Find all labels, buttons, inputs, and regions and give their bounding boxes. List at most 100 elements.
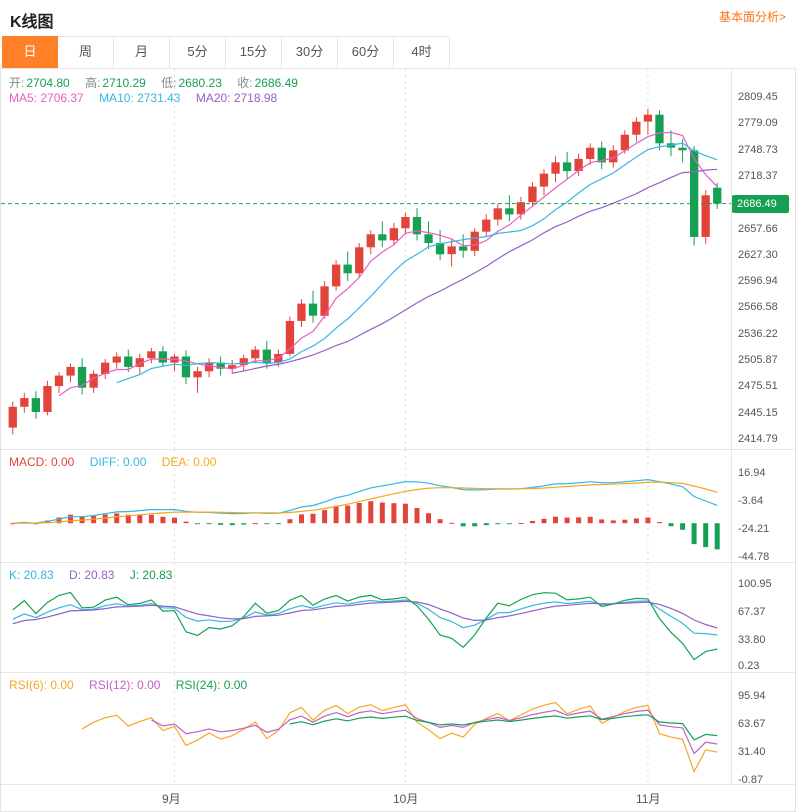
macd-histogram-bar bbox=[310, 513, 316, 524]
candle-body bbox=[66, 366, 75, 376]
candle-body bbox=[539, 173, 549, 187]
d-value: D: 20.83 bbox=[69, 568, 115, 582]
candle-body bbox=[308, 303, 318, 316]
candle-body bbox=[181, 356, 191, 378]
dea-value: DEA: 0.00 bbox=[161, 455, 217, 469]
y-axis-label: 100.95 bbox=[738, 578, 772, 590]
macd-histogram-bar bbox=[252, 523, 258, 525]
kdj-panel[interactable]: K: 20.83 D: 20.83 J: 20.83 100.95 67.37 33… bbox=[1, 562, 795, 672]
rsi-panel[interactable]: RSI(6): 0.00 RSI(12): 0.00 RSI(24): 0.00… bbox=[1, 672, 795, 784]
tab-h4[interactable]: 4时 bbox=[394, 36, 450, 68]
candle-body bbox=[574, 158, 583, 171]
close-label: 收: bbox=[237, 76, 253, 90]
open-value: 2704.80 bbox=[26, 76, 70, 90]
candle-body bbox=[597, 147, 606, 163]
candle-body bbox=[551, 162, 560, 174]
candle-body bbox=[447, 246, 456, 255]
candle-body bbox=[20, 398, 29, 407]
macd-histogram-bar bbox=[114, 513, 120, 524]
macd-histogram-bar bbox=[275, 523, 281, 525]
tab-m5[interactable]: 5分 bbox=[170, 36, 226, 68]
candle-body bbox=[562, 162, 572, 172]
main-chart-canvas[interactable] bbox=[1, 69, 731, 449]
candle-body bbox=[355, 247, 364, 274]
ohlc-legend: 开: 2704.80 高: 2710.29 低: 2680.23 收: 2686.49 bbox=[9, 74, 310, 91]
candle-body bbox=[193, 371, 202, 378]
y-axis-label: 67.37 bbox=[738, 606, 766, 618]
indicator-line bbox=[12, 599, 718, 636]
tab-m30[interactable]: 30分 bbox=[282, 36, 338, 68]
candle-body bbox=[320, 286, 329, 316]
main-chart-panel[interactable]: 开: 2704.80 高: 2710.29 低: 2680.23 收: 2686.49 … bbox=[1, 69, 795, 449]
candle-body bbox=[332, 264, 341, 287]
macd-panel[interactable]: MACD: 0.00 DIFF: 0.00 DEA: 0.00 16.94 -3.… bbox=[1, 449, 795, 562]
candle-body bbox=[412, 217, 422, 235]
tab-day[interactable]: 日 bbox=[2, 36, 58, 68]
y-axis-label: 16.94 bbox=[738, 467, 766, 479]
kdj-y-axis: 100.95 67.37 33.80 0.23 bbox=[731, 563, 795, 672]
macd-histogram-bar bbox=[356, 503, 362, 524]
indicator-line bbox=[151, 709, 718, 755]
tab-week[interactable]: 周 bbox=[58, 36, 114, 68]
x-axis-label: 10月 bbox=[393, 792, 419, 806]
macd-histogram-bar bbox=[472, 523, 478, 527]
indicator-line bbox=[289, 714, 718, 741]
macd-histogram-bar bbox=[160, 516, 166, 524]
y-axis-label: 0.23 bbox=[738, 660, 760, 672]
indicator-line bbox=[116, 142, 718, 384]
macd-histogram-bar bbox=[229, 523, 235, 526]
rsi12-value: RSI(12): 0.00 bbox=[89, 678, 161, 692]
p-rsi-canvas[interactable] bbox=[1, 673, 731, 784]
macd-histogram-bar bbox=[264, 523, 270, 525]
macd-histogram-bar bbox=[148, 514, 154, 524]
y-axis-label: 2475.51 bbox=[738, 380, 778, 392]
p-kdj-canvas[interactable] bbox=[1, 563, 731, 672]
tab-m60[interactable]: 60分 bbox=[338, 36, 394, 68]
p-macd-canvas[interactable] bbox=[1, 450, 731, 562]
page-header: K线图 基本面分析> bbox=[0, 0, 796, 36]
k-value: K: 20.83 bbox=[9, 568, 54, 582]
y-axis-label: 2627.30 bbox=[738, 249, 778, 261]
macd-histogram-bar bbox=[345, 505, 351, 524]
candle-body bbox=[632, 121, 641, 135]
macd-histogram-bar bbox=[657, 522, 662, 524]
macd-histogram-bar bbox=[183, 521, 189, 524]
candle-body bbox=[297, 303, 306, 321]
y-axis-label: -24.21 bbox=[738, 523, 770, 535]
macd-histogram-bar bbox=[379, 502, 385, 524]
tab-m15[interactable]: 15分 bbox=[226, 36, 282, 68]
indicator-line bbox=[81, 701, 718, 773]
low-value: 2680.23 bbox=[178, 76, 222, 90]
candle-body bbox=[101, 362, 110, 374]
rsi6-value: RSI(6): 0.00 bbox=[9, 678, 74, 692]
y-axis-label: 63.67 bbox=[738, 718, 766, 730]
candle-body bbox=[239, 358, 248, 366]
fundamental-analysis-link[interactable]: 基本面分析> bbox=[718, 10, 786, 24]
macd-histogram-bar bbox=[56, 517, 62, 524]
macd-histogram-bar bbox=[102, 514, 108, 524]
chart-area: 开: 2704.80 高: 2710.29 低: 2680.23 收: 2686.49 … bbox=[0, 69, 796, 812]
ma-legend: MA5: 2706.37 MA10: 2731.43 MA20: 2718.98 bbox=[9, 91, 277, 105]
candle-body bbox=[586, 147, 595, 159]
macd-histogram-bar bbox=[125, 514, 131, 524]
tab-month[interactable]: 月 bbox=[114, 36, 170, 68]
macd-histogram-bar bbox=[206, 523, 212, 525]
open-label: 开: bbox=[9, 76, 25, 90]
macd-histogram-bar bbox=[195, 523, 200, 525]
candle-body bbox=[31, 398, 40, 412]
y-axis-label: 33.80 bbox=[738, 634, 766, 646]
candle-body bbox=[158, 351, 167, 363]
macd-legend: MACD: 0.00 DIFF: 0.00 DEA: 0.00 bbox=[9, 455, 216, 469]
macd-histogram-bar bbox=[610, 520, 616, 524]
candle-body bbox=[643, 114, 653, 122]
y-axis-label: 2809.45 bbox=[738, 91, 778, 103]
macd-histogram-bar bbox=[576, 517, 582, 524]
macd-histogram-bar bbox=[645, 517, 651, 524]
indicator-line bbox=[12, 600, 718, 629]
macd-histogram-bar bbox=[391, 503, 397, 524]
y-axis-label: 2657.66 bbox=[738, 223, 778, 235]
j-value: J: 20.83 bbox=[129, 568, 173, 582]
candle-body bbox=[43, 386, 52, 412]
low-label: 低: bbox=[161, 76, 177, 90]
